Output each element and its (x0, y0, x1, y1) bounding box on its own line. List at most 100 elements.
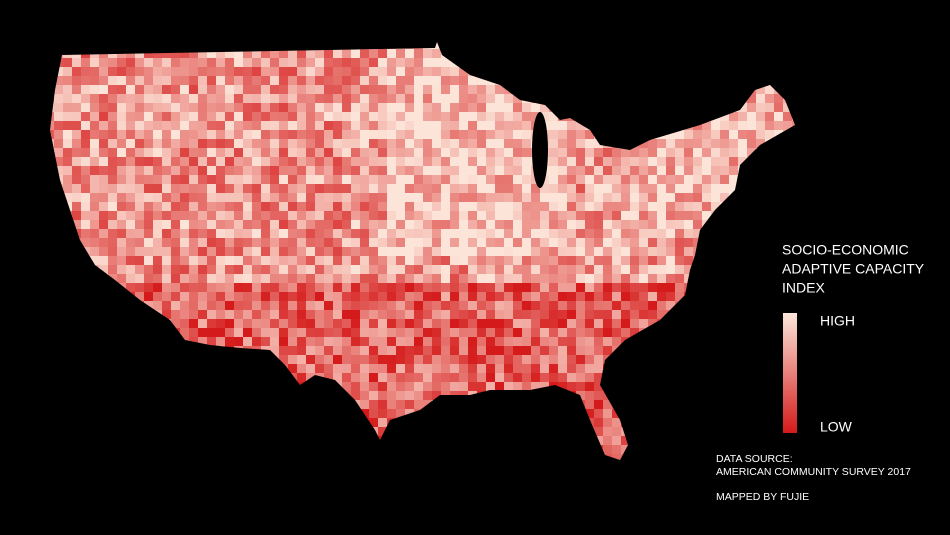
county-cell (711, 292, 721, 302)
county-cell (432, 94, 442, 104)
county-cell (369, 355, 379, 365)
county-cell (774, 391, 784, 401)
county-cell (711, 400, 721, 410)
county-cell (513, 175, 523, 185)
county-cell (387, 400, 397, 410)
county-cell (63, 292, 73, 302)
county-cell (459, 400, 469, 410)
county-cell (621, 85, 631, 95)
county-cell (153, 49, 163, 59)
county-cell (90, 346, 100, 356)
county-cell (369, 85, 379, 95)
county-cell (180, 157, 190, 167)
county-cell (351, 229, 361, 239)
county-cell (531, 265, 541, 275)
county-cell (99, 211, 109, 221)
county-cell (477, 58, 487, 68)
county-cell (729, 247, 739, 257)
county-cell (243, 265, 253, 275)
county-cell (324, 184, 334, 194)
county-cell (594, 238, 604, 248)
county-cell (90, 85, 100, 95)
county-cell (54, 166, 64, 176)
county-cell (522, 58, 532, 68)
county-cell (342, 409, 352, 419)
county-cell (387, 49, 397, 59)
county-cell (54, 364, 64, 374)
county-cell (756, 67, 766, 77)
county-cell (594, 427, 604, 437)
county-cell (162, 229, 172, 239)
county-cell (630, 373, 640, 383)
county-cell (50, 49, 55, 59)
county-cell (594, 67, 604, 77)
county-cell (486, 328, 496, 338)
county-cell (630, 418, 640, 428)
county-cell (549, 157, 559, 167)
county-cell (540, 373, 550, 383)
county-cell (765, 355, 775, 365)
county-cell (252, 166, 262, 176)
county-cell (54, 274, 64, 284)
county-cell (333, 454, 343, 460)
county-cell (50, 346, 55, 356)
county-cell (333, 166, 343, 176)
county-cell (306, 157, 316, 167)
county-cell (324, 301, 334, 311)
county-cell (468, 112, 478, 122)
county-cell (684, 247, 694, 257)
county-cell (513, 409, 523, 419)
legend-title: INDEX (782, 280, 825, 296)
county-cell (378, 148, 388, 158)
county-cell (225, 175, 235, 185)
county-cell (468, 337, 478, 347)
county-cell (594, 328, 604, 338)
county-cell (297, 463, 306, 472)
county-cell (675, 139, 685, 149)
county-cell (144, 229, 154, 239)
county-cell (567, 85, 577, 95)
county-cell (675, 400, 685, 410)
county-cell (621, 139, 631, 149)
county-cell (783, 42, 793, 50)
county-cell (684, 400, 694, 410)
county-cell (108, 184, 118, 194)
county-cell (405, 175, 415, 185)
county-cell (567, 265, 577, 275)
county-cell (468, 42, 478, 50)
county-cell (54, 265, 64, 275)
county-cell (423, 256, 433, 266)
county-cell (666, 400, 676, 410)
county-cell (369, 319, 379, 329)
county-cell (198, 256, 208, 266)
county-cell (630, 400, 640, 410)
county-cell (495, 76, 505, 86)
county-cell (216, 193, 226, 203)
county-cell (396, 211, 406, 221)
county-cell (684, 175, 694, 185)
county-cell (234, 112, 244, 122)
county-cell (414, 346, 424, 356)
county-cell (387, 301, 397, 311)
county-cell (765, 265, 775, 275)
county-cell (414, 463, 423, 472)
county-cell (261, 445, 271, 455)
county-cell (117, 355, 127, 365)
county-cell (711, 346, 721, 356)
county-cell (270, 184, 280, 194)
county-cell (549, 445, 559, 455)
county-cell (135, 310, 145, 320)
county-cell (666, 211, 676, 221)
county-cell (135, 103, 145, 113)
county-cell (603, 328, 613, 338)
county-cell (72, 121, 82, 131)
county-cell (612, 382, 622, 392)
county-cell (540, 76, 550, 86)
county-cell (423, 409, 433, 419)
county-cell (531, 337, 541, 347)
county-cell (180, 94, 190, 104)
county-cell (468, 238, 478, 248)
county-cell (198, 445, 208, 455)
county-cell (540, 49, 550, 59)
county-cell (126, 463, 135, 472)
